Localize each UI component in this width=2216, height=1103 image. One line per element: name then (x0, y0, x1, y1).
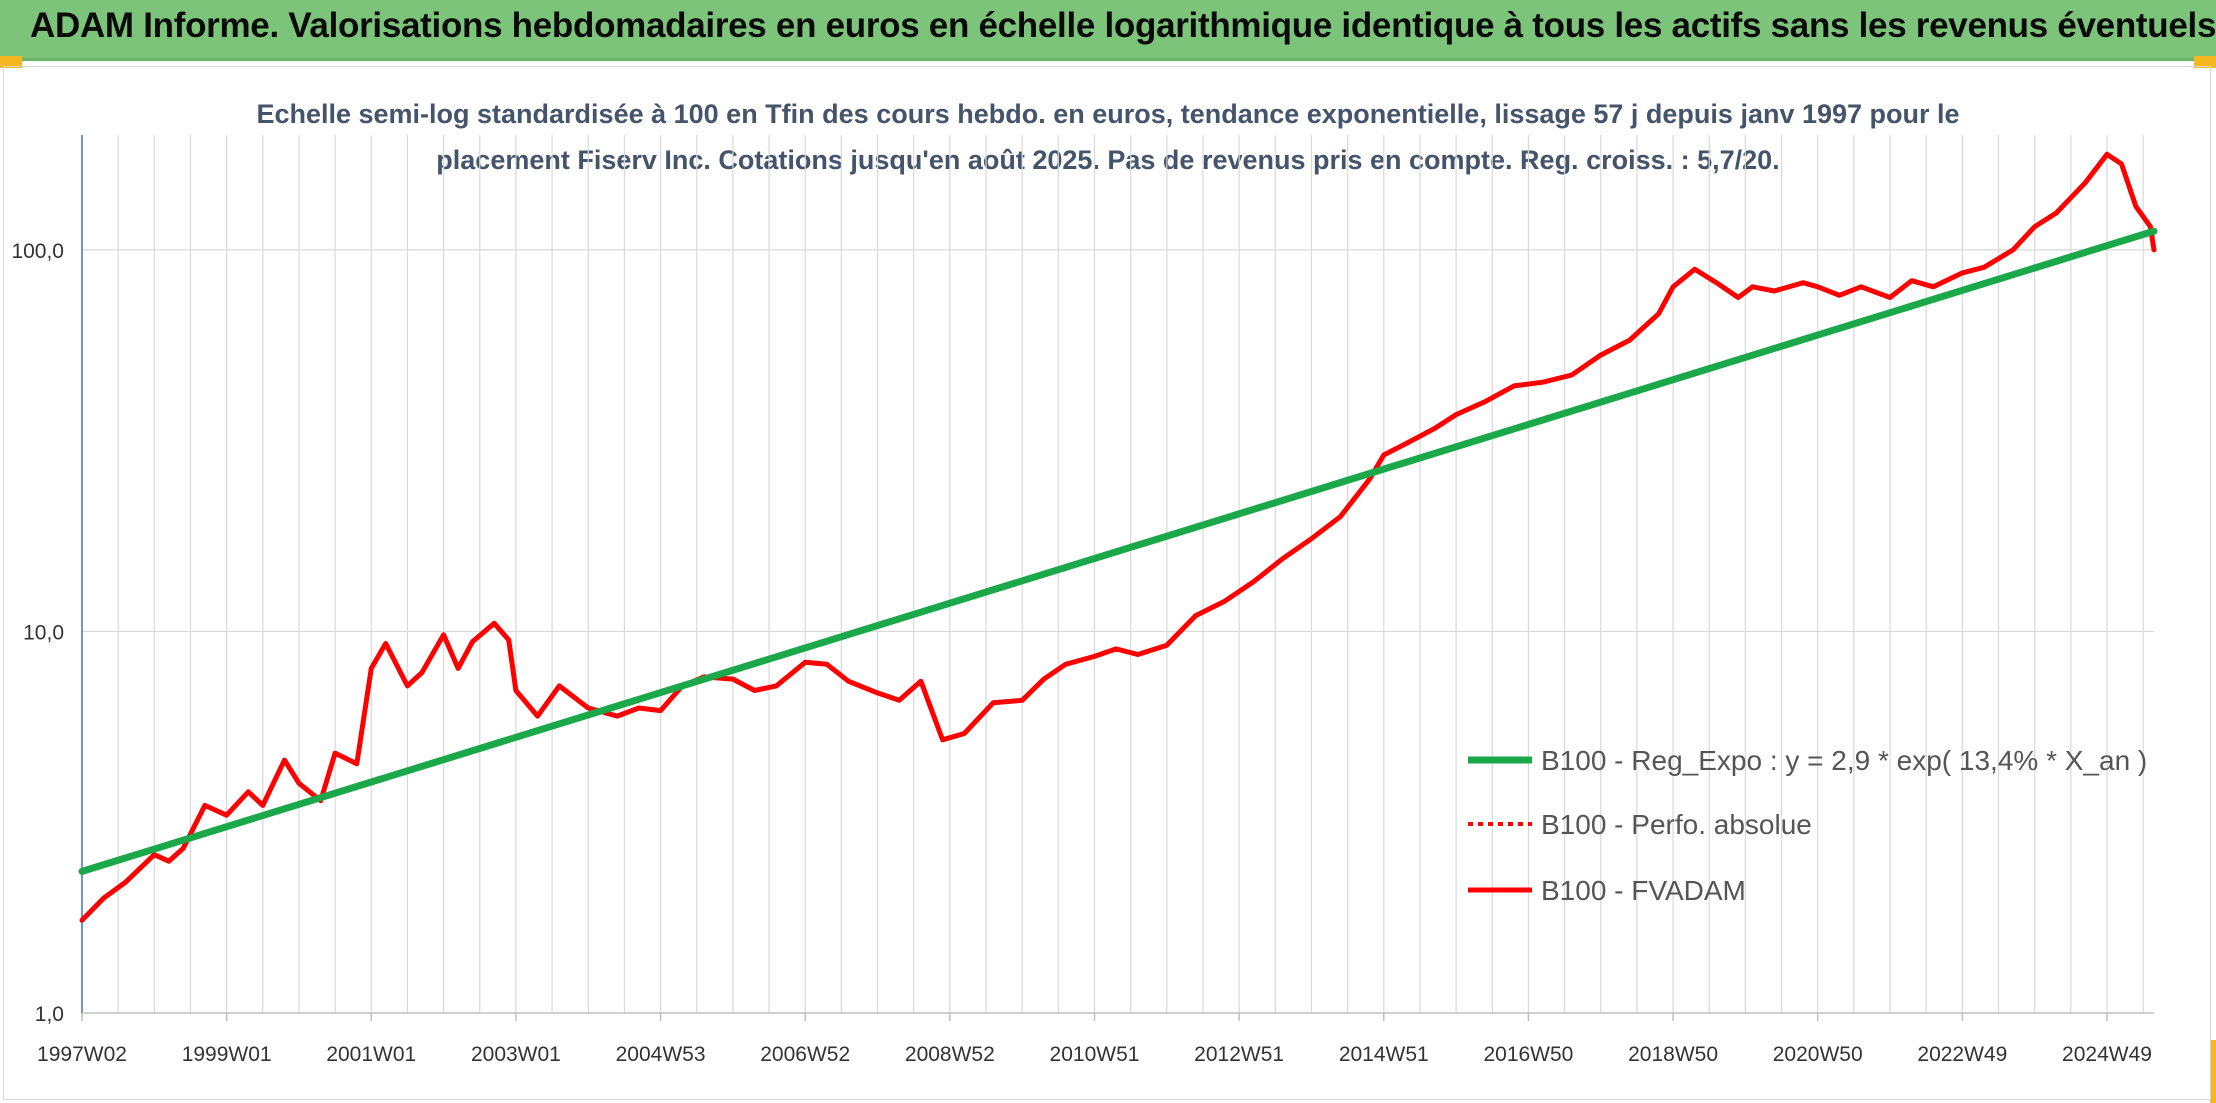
x-tick-label: 2024W49 (2062, 1043, 2152, 1066)
corner-marker-left (0, 56, 22, 68)
series-line-solid-red (79, 151, 2157, 923)
corner-marker-right (2194, 56, 2216, 68)
report-title: ADAM Informe. Valorisations hebdomadaire… (30, 6, 2216, 45)
y-tick-label: 1,0 (35, 1003, 64, 1026)
chart-title-line1: Echelle semi-log standardisée à 100 en T… (256, 99, 1959, 129)
series-lines (78, 151, 2158, 923)
x-tick-label: 2020W50 (1773, 1043, 1863, 1066)
x-tick-label: 2006W52 (760, 1043, 850, 1066)
report-header: ADAM Informe. Valorisations hebdomadaire… (0, 0, 2216, 61)
x-tick-label: 2016W50 (1483, 1043, 1573, 1066)
series-line-solid-green (78, 227, 2158, 875)
x-tick-label: 2010W51 (1050, 1043, 1140, 1066)
x-tick-label: 2003W01 (471, 1043, 561, 1066)
legend: B100 - Reg_Expo : y = 2,9 * exp( 13,4% *… (1468, 745, 2147, 906)
y-tick-label: 100,0 (11, 240, 64, 263)
x-tick-label: 2014W51 (1339, 1043, 1429, 1066)
legend-label: B100 - FVADAM (1541, 875, 1746, 906)
y-tick-label: 10,0 (23, 621, 64, 644)
x-tick-label: 2008W52 (905, 1043, 995, 1066)
legend-label: B100 - Perfo. absolue (1541, 809, 1812, 840)
gridlines (82, 135, 2154, 1013)
corner-marker-bottom (2210, 1040, 2216, 1103)
chart-title-line2: placement Fiserv Inc. Cotations jusqu'en… (436, 145, 1779, 175)
x-tick-label: 2018W50 (1628, 1043, 1718, 1066)
x-tick-label: 2022W49 (1917, 1043, 2007, 1066)
x-tick-label: 2012W51 (1194, 1043, 1284, 1066)
legend-label: B100 - Reg_Expo : y = 2,9 * exp( 13,4% *… (1541, 745, 2147, 776)
x-tick-label: 1999W01 (182, 1043, 272, 1066)
axes: 1,0 10,0 100,0 1997W02 1999W01 2001W01 2003W01… (11, 135, 2154, 1066)
x-tick-label: 1997W02 (37, 1043, 127, 1066)
x-tick-label: 2001W01 (326, 1043, 416, 1066)
x-tick-label: 2004W53 (616, 1043, 706, 1066)
chart-frame (3, 66, 2211, 1100)
